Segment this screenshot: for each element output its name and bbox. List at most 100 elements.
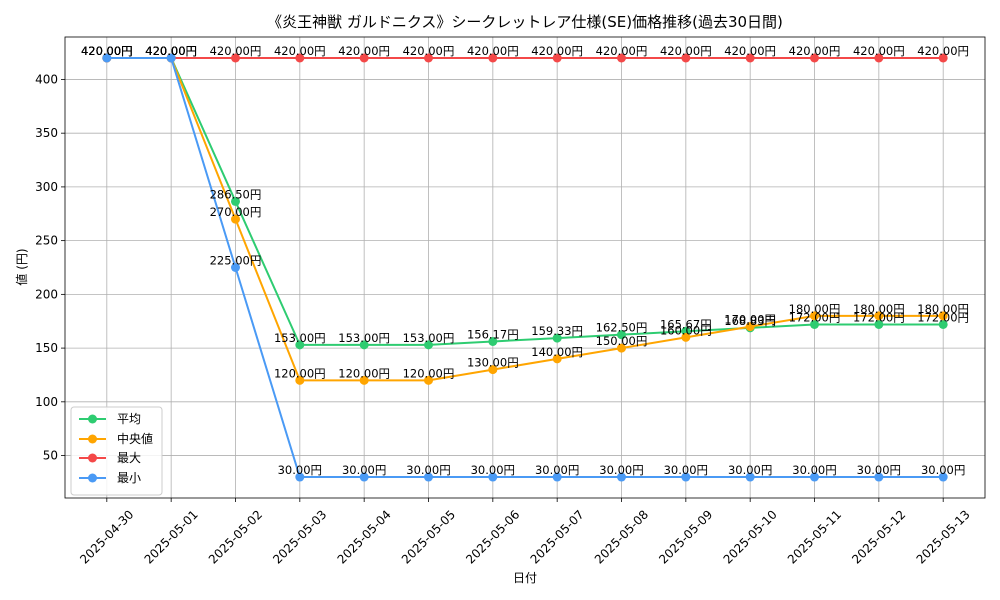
- data-point-mean: [295, 340, 305, 350]
- y-tick-label: 350: [35, 126, 58, 140]
- data-point-min: [938, 472, 948, 482]
- series-line-median: [106, 56, 944, 382]
- data-label-min: 30.00円: [599, 463, 643, 477]
- data-point-median: [359, 375, 369, 385]
- data-point-mean: [938, 319, 948, 329]
- data-point-max: [938, 53, 948, 63]
- legend-swatch-marker: [88, 453, 97, 463]
- data-label-mean: 286.50円: [210, 187, 262, 201]
- data-point-mean: [874, 319, 884, 329]
- data-label-mean: 165.67円: [660, 317, 712, 331]
- data-label-max: 420.00円: [724, 44, 776, 58]
- legend-label: 最大: [117, 451, 141, 465]
- legend-swatch-marker: [88, 414, 97, 424]
- data-label-median: 120.00円: [338, 366, 390, 380]
- data-point-max: [874, 53, 884, 63]
- y-tick-label: 200: [35, 287, 58, 301]
- data-label-max: 420.00円: [403, 44, 455, 58]
- data-label-mean: 172.00円: [789, 310, 841, 324]
- data-point-max: [552, 53, 562, 63]
- data-label-min: 225.00円: [210, 254, 262, 268]
- data-label-max: 420.00円: [660, 44, 712, 58]
- y-axis-label: 値 (円): [14, 248, 29, 285]
- data-label-max: 420.00円: [789, 44, 841, 58]
- legend-label: 中央値: [117, 431, 153, 446]
- data-label-max: 420.00円: [210, 44, 262, 58]
- data-point-median: [938, 311, 948, 321]
- data-point-max: [295, 53, 305, 63]
- data-label-min: 30.00円: [728, 463, 772, 477]
- data-point-max: [359, 53, 369, 63]
- data-point-min: [166, 53, 176, 63]
- series-layer: [102, 53, 948, 482]
- plot-frame-layer: [64, 36, 986, 499]
- data-label-min: 30.00円: [921, 463, 965, 477]
- data-label-max: 420.00円: [596, 44, 648, 58]
- data-point-min: [488, 472, 498, 482]
- x-axis-label: 日付: [513, 571, 537, 585]
- data-point-min: [874, 472, 884, 482]
- data-point-max: [810, 53, 820, 63]
- data-label-mean: 168.83円: [724, 314, 776, 328]
- data-label-mean: 172.00円: [853, 310, 905, 324]
- data-point-min: [617, 472, 627, 482]
- data-label-mean: 153.00円: [338, 331, 390, 345]
- data-point-median: [230, 214, 240, 224]
- data-label-median: 170.00円: [724, 313, 776, 327]
- data-point-min: [230, 263, 240, 272]
- legend-frame: [70, 406, 163, 496]
- y-tick-label: 250: [35, 234, 58, 248]
- legend-item-median: 中央値: [79, 431, 153, 446]
- data-label-max: 420.00円: [917, 44, 969, 58]
- data-label-min: 420.00円: [145, 44, 197, 58]
- data-label-min: 30.00円: [857, 463, 901, 477]
- data-point-max: [745, 53, 755, 63]
- data-point-mean: [230, 196, 240, 206]
- data-point-median: [810, 311, 820, 321]
- data-point-max: [423, 53, 433, 63]
- data-point-mean: [552, 333, 562, 343]
- data-label-max: 420.00円: [81, 44, 133, 58]
- plot-frame: [64, 36, 986, 499]
- data-point-mean: [423, 340, 433, 350]
- data-label-median: 120.00円: [403, 366, 455, 380]
- data-point-min: [681, 472, 691, 482]
- data-label-max: 420.00円: [338, 44, 390, 58]
- data-point-median: [745, 322, 755, 332]
- data-label-median: 150.00円: [596, 334, 648, 348]
- data-label-mean: 420.00円: [145, 44, 197, 58]
- grid: [65, 37, 985, 498]
- data-label-min: 30.00円: [471, 463, 515, 477]
- data-labels: 420.00円 420.00円 286.50円 153.00円 153.00円 153.0…: [81, 44, 969, 477]
- data-point-median: [423, 375, 433, 385]
- legend-item-mean: 平均: [79, 412, 141, 426]
- data-point-median: [681, 332, 691, 342]
- y-tick-label: 300: [35, 180, 58, 194]
- data-label-mean: 162.50円: [596, 321, 648, 335]
- series-line-mean: [106, 56, 944, 346]
- data-point-mean: [617, 330, 627, 340]
- data-point-min: [359, 472, 369, 482]
- data-label-min: 30.00円: [535, 463, 579, 477]
- data-point-min: [423, 472, 433, 482]
- data-label-median: 180.00円: [853, 302, 905, 316]
- data-label-max: 420.00円: [467, 44, 519, 58]
- data-point-max: [488, 53, 498, 63]
- data-label-min: 30.00円: [792, 463, 836, 477]
- data-label-mean: 153.00円: [274, 331, 326, 345]
- data-label-max: 420.00円: [145, 44, 197, 58]
- legend-item-min: 最小: [79, 471, 141, 485]
- data-point-max: [681, 53, 691, 63]
- data-point-min: [552, 472, 562, 482]
- data-label-median: 140.00円: [531, 345, 583, 359]
- legend-swatch-marker: [88, 434, 97, 444]
- data-label-min: 30.00円: [342, 463, 386, 477]
- data-label-median: 130.00円: [467, 356, 519, 370]
- data-point-median: [874, 311, 884, 321]
- data-label-min: 30.00円: [664, 463, 708, 477]
- data-label-min: 420.00円: [81, 44, 133, 58]
- legend-label: 最小: [117, 471, 141, 485]
- y-tick-label: 150: [35, 341, 58, 355]
- y-tick-label: 400: [35, 72, 58, 86]
